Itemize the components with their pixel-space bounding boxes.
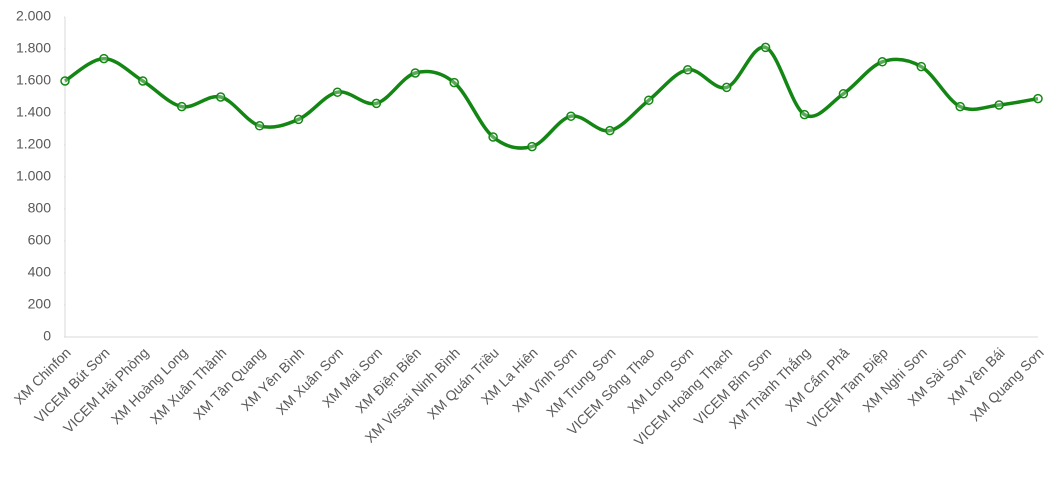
point — [60, 76, 70, 86]
point — [177, 101, 187, 112]
point — [721, 82, 732, 93]
y-tick-label: 200 — [28, 296, 52, 312]
y-tick-label: 2.000 — [16, 8, 51, 24]
y-tick-label: 0 — [43, 328, 51, 344]
point — [99, 53, 109, 64]
point — [605, 125, 615, 136]
point — [138, 76, 148, 86]
y-tick-label: 1.600 — [16, 72, 51, 88]
point — [644, 95, 654, 105]
y-tick-label: 800 — [28, 200, 52, 216]
y-tick-label: 600 — [28, 232, 52, 248]
point — [254, 121, 265, 131]
y-tick-label: 400 — [28, 264, 52, 280]
y-tick-label: 1.200 — [16, 136, 51, 152]
point — [527, 141, 537, 152]
line — [64, 45, 1039, 150]
point — [838, 89, 849, 99]
point — [293, 114, 304, 125]
y-tick-label: 1.000 — [16, 168, 51, 184]
y-tick-label: 1.800 — [16, 40, 51, 56]
point — [682, 65, 693, 75]
point — [799, 109, 810, 120]
point — [916, 61, 926, 72]
point — [371, 98, 382, 109]
point — [215, 92, 226, 102]
point — [877, 57, 888, 67]
point — [955, 101, 965, 112]
point — [449, 77, 459, 88]
point — [488, 132, 498, 142]
point — [994, 100, 1004, 110]
point — [410, 68, 421, 78]
y-tick-label: 1.400 — [16, 104, 51, 120]
point — [760, 42, 771, 53]
point — [1033, 93, 1043, 104]
point — [332, 87, 343, 97]
point — [566, 111, 576, 121]
